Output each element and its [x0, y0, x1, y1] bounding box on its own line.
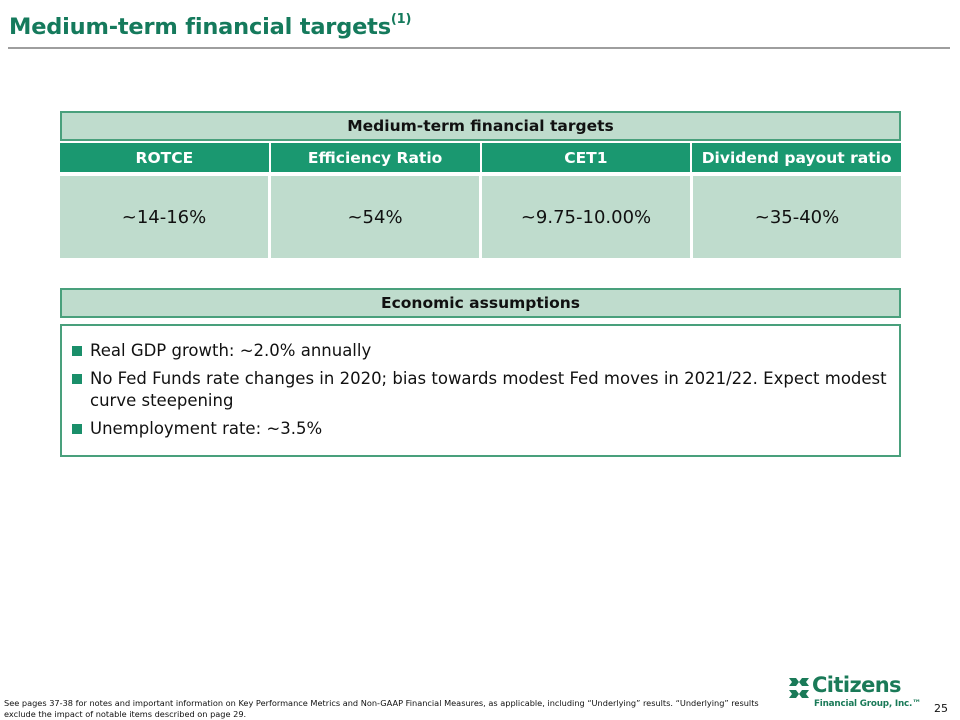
economic-band-header: Economic assumptions	[60, 288, 901, 318]
title-divider	[8, 47, 950, 49]
square-bullet-icon	[72, 346, 82, 356]
value-cet1: ~9.75-10.00%	[482, 176, 690, 258]
targets-band-label: Medium-term financial targets	[347, 117, 614, 135]
list-item: Real GDP growth: ~2.0% annually	[72, 340, 887, 362]
value-rotce: ~14-16%	[60, 176, 268, 258]
economic-assumptions-list: Real GDP growth: ~2.0% annually No Fed F…	[60, 324, 901, 457]
targets-column-header-row: ROTCE Efficiency Ratio CET1 Dividend pay…	[60, 143, 901, 172]
targets-value-row: ~14-16% ~54% ~9.75-10.00% ~35-40%	[60, 176, 901, 258]
square-bullet-icon	[72, 424, 82, 434]
logo-subtitle: Financial Group, Inc.™	[814, 699, 921, 709]
list-item: Unemployment rate: ~3.5%	[72, 418, 887, 440]
list-item-text: No Fed Funds rate changes in 2020; bias …	[90, 369, 887, 410]
title-footnote-ref: (1)	[390, 12, 412, 27]
column-header-efficiency-ratio: Efficiency Ratio	[270, 143, 480, 172]
footnote: See pages 37-38 for notes and important …	[4, 698, 759, 719]
list-item-text: Real GDP growth: ~2.0% annually	[90, 341, 372, 360]
square-bullet-icon	[72, 374, 82, 384]
page-title-text: Medium-term financial targets	[9, 14, 391, 40]
column-header-rotce: ROTCE	[60, 143, 269, 172]
targets-band-header: Medium-term financial targets	[60, 111, 901, 141]
citizens-arrows-mark-icon	[789, 678, 809, 698]
column-header-dividend-payout-ratio: Dividend payout ratio	[692, 143, 901, 172]
logo-wordmark: Citizens	[812, 673, 902, 697]
list-item-text: Unemployment rate: ~3.5%	[90, 419, 323, 438]
value-dividend-payout-ratio: ~35-40%	[693, 176, 901, 258]
page-title: Medium-term financial targets(1)	[9, 12, 412, 40]
page-number: 25	[934, 702, 948, 715]
list-item: No Fed Funds rate changes in 2020; bias …	[72, 368, 887, 412]
citizens-logo: Citizens Financial Group, Inc.™	[788, 673, 921, 713]
column-header-cet1: CET1	[481, 143, 691, 172]
economic-band-label: Economic assumptions	[381, 294, 580, 312]
value-efficiency-ratio: ~54%	[271, 176, 479, 258]
